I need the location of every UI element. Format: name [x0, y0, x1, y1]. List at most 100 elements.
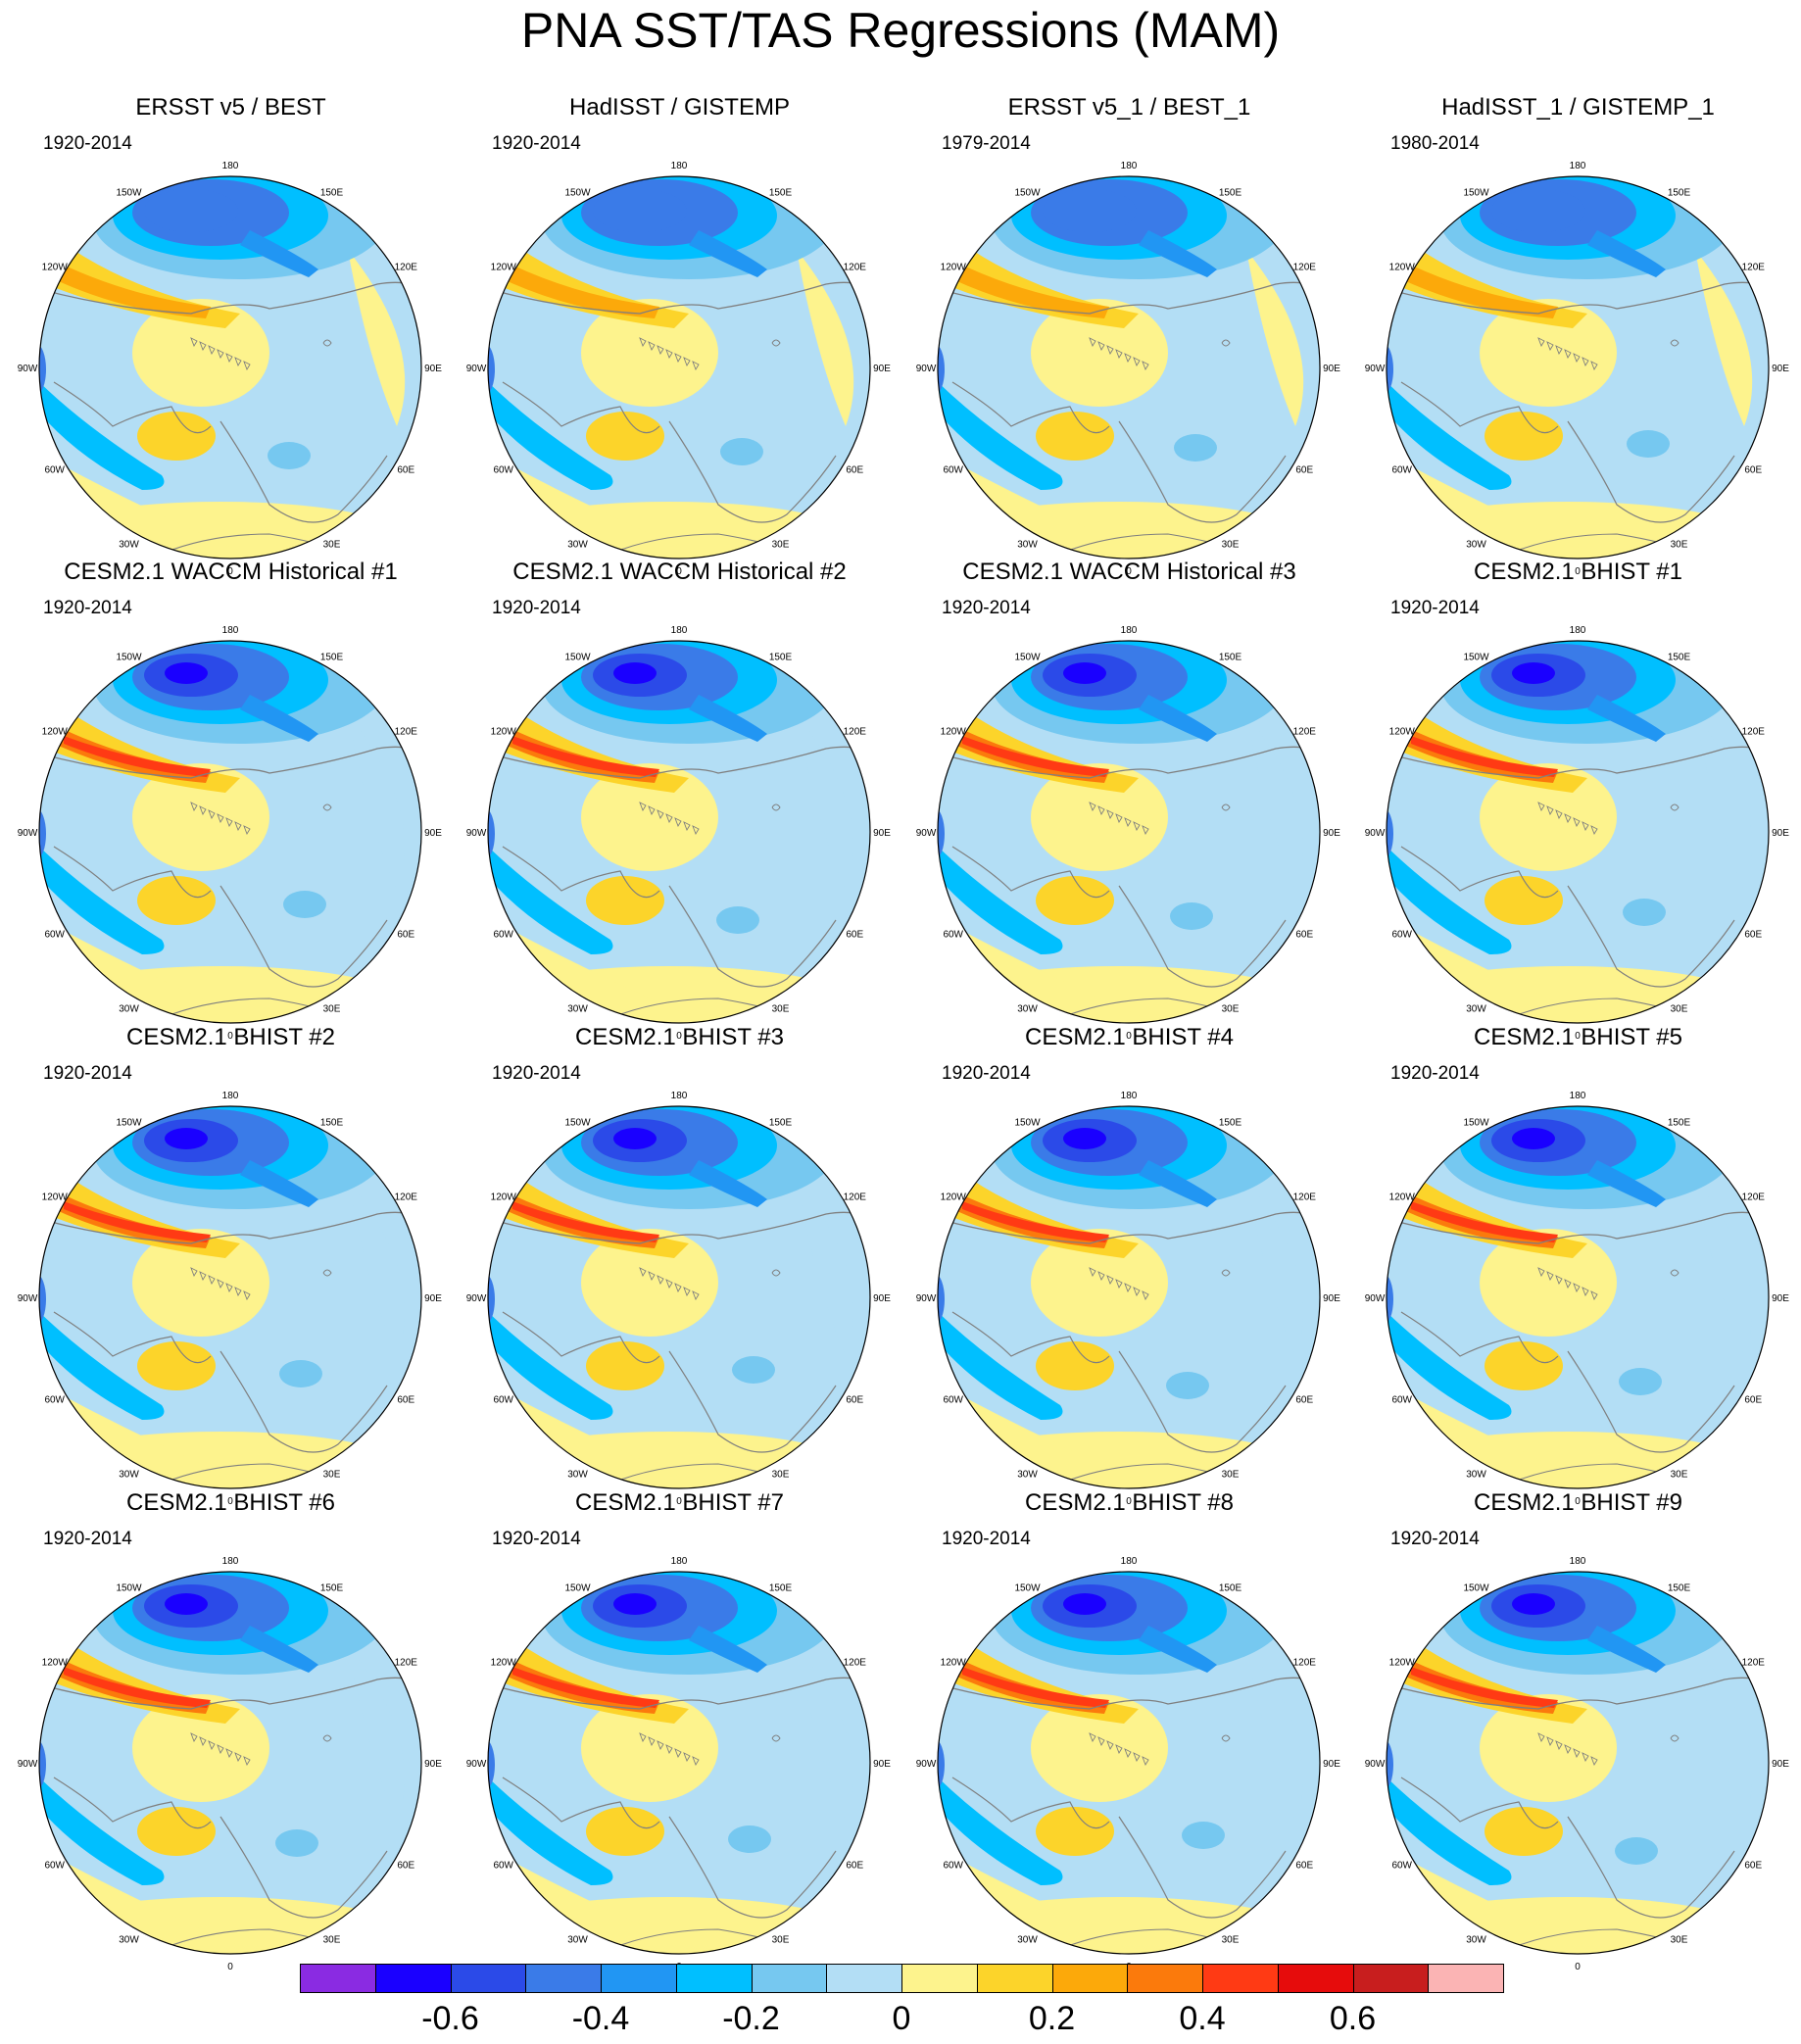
lon-label-90e: 90E: [424, 1293, 442, 1304]
lon-label-60e: 60E: [846, 1861, 863, 1872]
map-panel: CESM2.1 BHIST #1 180 150E 120E 90E 60E 30E 0 30W…: [1353, 559, 1801, 1042]
lon-label-150e: 150E: [320, 1583, 344, 1594]
panel-period: 1920-2014: [43, 133, 132, 154]
panel-title: CESM2.1 BHIST #5: [1474, 1024, 1682, 1050]
lon-label-30e: 30E: [1222, 539, 1240, 550]
lon-label-30e: 30E: [772, 1003, 790, 1014]
lon-label-150e: 150E: [320, 1118, 344, 1129]
polar-map: 180 150E 120E 90E 60E 30E 0 30W 60W 90W 120W 150W: [18, 1091, 443, 1507]
lon-label-180: 180: [222, 1091, 239, 1101]
lon-label-120e: 120E: [844, 727, 867, 738]
map-panel: CESM2.1 WACCM Historical #3 180 150E 120E 90…: [904, 559, 1354, 1042]
lon-label-90w: 90W: [466, 364, 487, 374]
lon-label-120e: 120E: [395, 1192, 418, 1203]
lon-label-30w: 30W: [567, 1003, 588, 1014]
lon-label-90w: 90W: [18, 364, 38, 374]
colorbar-tick-label: -0.4: [571, 2000, 630, 2037]
lon-label-150e: 150E: [769, 188, 793, 199]
lon-label-180: 180: [1570, 1556, 1586, 1567]
panel-title: CESM2.1 WACCM Historical #2: [512, 559, 847, 585]
colorbar-swatch: [300, 1964, 376, 1993]
lon-label-150w: 150W: [1014, 188, 1041, 199]
polar-map: 180 150E 120E 90E 60E 30E 0 30W 60W 90W 120W 150W: [1365, 1556, 1790, 1972]
lon-label-90e: 90E: [424, 364, 442, 374]
lon-label-180: 180: [671, 1556, 688, 1567]
polar-map: 180 150E 120E 90E 60E 30E 0 30W 60W 90W 120W 150W: [1365, 625, 1790, 1042]
lon-label-150w: 150W: [1014, 1118, 1041, 1129]
lon-label-30e: 30E: [1222, 1469, 1240, 1480]
lon-label-0: 0: [227, 1031, 233, 1042]
lon-label-90e: 90E: [1772, 1293, 1789, 1304]
lon-label-150e: 150E: [1668, 1118, 1691, 1129]
lon-label-60e: 60E: [846, 465, 863, 476]
lon-label-180: 180: [1121, 625, 1138, 636]
panel-title: CESM2.1 WACCM Historical #3: [962, 559, 1296, 585]
lon-label-60w: 60W: [1391, 1861, 1412, 1872]
colorbar-swatch: [1277, 1964, 1354, 1993]
lon-label-90w: 90W: [466, 1293, 487, 1304]
lon-label-30w: 30W: [1017, 1003, 1038, 1014]
lon-label-120w: 120W: [1389, 263, 1416, 273]
lon-label-120e: 120E: [844, 263, 867, 273]
lon-label-0: 0: [1126, 1031, 1132, 1042]
lon-label-0: 0: [227, 566, 233, 577]
panel-period: 1920-2014: [43, 598, 132, 618]
polar-map: 180 150E 120E 90E 60E 30E 0 30W 60W 90W 120W 150W: [916, 625, 1341, 1042]
lon-label-60e: 60E: [397, 1395, 414, 1406]
lon-label-60w: 60W: [493, 930, 513, 941]
lon-label-90e: 90E: [424, 828, 442, 839]
lon-label-120e: 120E: [395, 727, 418, 738]
lon-label-90e: 90E: [873, 1293, 891, 1304]
panel-period: 1920-2014: [1390, 598, 1480, 618]
lon-label-30w: 30W: [1466, 1934, 1486, 1945]
lon-label-60w: 60W: [943, 465, 963, 476]
lon-label-150e: 150E: [1219, 1118, 1242, 1129]
lon-label-60e: 60E: [1295, 930, 1313, 941]
polar-map: 180 150E 120E 90E 60E 30E 0 30W 60W 90W 120W 150W: [18, 161, 443, 577]
lon-label-30w: 30W: [1466, 1469, 1486, 1480]
lon-label-90w: 90W: [1365, 828, 1386, 839]
lon-label-90e: 90E: [873, 828, 891, 839]
lon-label-90w: 90W: [18, 1759, 38, 1770]
lon-label-180: 180: [222, 1556, 239, 1567]
panel-title: CESM2.1 BHIST #7: [575, 1489, 784, 1516]
lon-label-120w: 120W: [491, 1658, 517, 1669]
lon-label-150w: 150W: [1014, 1583, 1041, 1594]
panel-title: CESM2.1 BHIST #1: [1474, 559, 1682, 585]
lon-label-90e: 90E: [1323, 364, 1340, 374]
lon-label-180: 180: [222, 625, 239, 636]
lon-label-90w: 90W: [916, 828, 937, 839]
polar-map: 180 150E 120E 90E 60E 30E 0 30W 60W 90W 120W 150W: [18, 1556, 443, 1972]
lon-label-60e: 60E: [1744, 465, 1762, 476]
lon-label-150w: 150W: [564, 653, 591, 663]
lon-label-60w: 60W: [943, 1395, 963, 1406]
lon-label-90e: 90E: [873, 364, 891, 374]
lon-label-30w: 30W: [1017, 539, 1038, 550]
polar-map: 180 150E 120E 90E 60E 30E 0 30W 60W 90W 120W 150W: [466, 161, 892, 577]
lon-label-30e: 30E: [1671, 1934, 1688, 1945]
lon-label-30w: 30W: [1017, 1934, 1038, 1945]
lon-label-120e: 120E: [1742, 263, 1766, 273]
lon-label-120e: 120E: [395, 1658, 418, 1669]
colorbar: [300, 1964, 1504, 1993]
lon-label-180: 180: [671, 1091, 688, 1101]
lon-label-150e: 150E: [769, 1118, 793, 1129]
lon-label-150w: 150W: [564, 188, 591, 199]
colorbar-tick-label: 0.6: [1329, 2000, 1377, 2037]
panel-period: 1920-2014: [492, 1529, 581, 1549]
lon-label-60w: 60W: [1391, 930, 1412, 941]
lon-label-60e: 60E: [846, 1395, 863, 1406]
panel-title: HadISST_1 / GISTEMP_1: [1441, 94, 1715, 121]
lon-label-120e: 120E: [844, 1192, 867, 1203]
map-panel: CESM2.1 BHIST #6 180 150E 120E 90E 60E 30E 0 30W…: [6, 1489, 456, 1972]
lon-label-90e: 90E: [1323, 828, 1340, 839]
lon-label-150w: 150W: [116, 1118, 142, 1129]
colorbar-swatch: [601, 1964, 677, 1993]
lon-label-150e: 150E: [320, 188, 344, 199]
lon-label-120e: 120E: [1293, 1192, 1317, 1203]
panel-period: 1920-2014: [1390, 1529, 1480, 1549]
colorbar-swatch: [1202, 1964, 1279, 1993]
lon-label-150w: 150W: [116, 1583, 142, 1594]
map-panel: ERSST v5_1 / BEST_1 180 150E 120E 90E 60E 30E 0…: [904, 94, 1354, 577]
